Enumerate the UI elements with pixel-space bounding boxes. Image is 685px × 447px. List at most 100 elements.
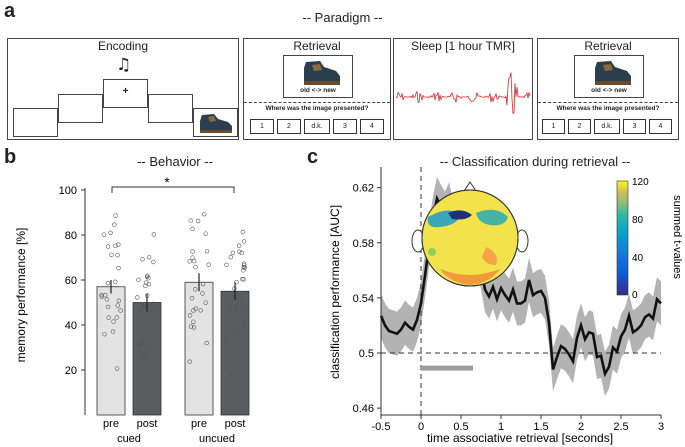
option-4: 4: [360, 119, 384, 134]
participant-dot: [228, 254, 234, 260]
old-new-label: old <-> new: [591, 87, 627, 94]
x-tick-label: 1.5: [533, 421, 548, 433]
significance-bracket: [111, 186, 235, 193]
participant-dot: [112, 222, 117, 227]
participant-dot: [203, 231, 208, 236]
participant-dot: [146, 254, 152, 260]
retrieval-screen-2: old <-> new: [574, 55, 644, 98]
participant-dot: [190, 226, 195, 231]
participant-dot: [203, 300, 208, 305]
screen-2: [58, 94, 103, 123]
participant-dot: [193, 287, 198, 292]
retrieval-title-1: Retrieval: [293, 39, 341, 53]
group-label-uncued: uncued: [199, 433, 235, 445]
participant-dot: [188, 324, 194, 329]
participant-dot: [141, 354, 146, 360]
colorbar-tick-0: 0: [632, 290, 638, 301]
participant-dot: [202, 211, 207, 217]
xlabel-cued-post: post: [137, 418, 158, 430]
option-2: 2: [277, 119, 301, 134]
participant-dot: [187, 259, 192, 264]
participant-dot: [113, 279, 118, 285]
participant-dot: [238, 291, 243, 296]
encoding-title: Encoding: [97, 39, 149, 53]
option-2: 2: [568, 119, 591, 134]
option-1: 1: [250, 119, 274, 134]
participant-dot: [191, 319, 196, 324]
participant-dot: [198, 308, 203, 313]
colorbar-tick-80: 80: [632, 215, 644, 226]
y-tick-label: 0.46: [353, 403, 374, 415]
participant-dot: [111, 319, 116, 324]
participant-dot: [151, 309, 156, 314]
participant-dot: [206, 262, 211, 267]
participant-dot: [239, 250, 244, 256]
participant-dot: [146, 281, 152, 287]
classification-xlabel: time associative retrieval [seconds]: [427, 431, 613, 445]
participant-dot: [113, 213, 118, 218]
participant-dot: [114, 315, 119, 320]
bar-cued-pre: [96, 286, 126, 416]
shoe-image: [200, 114, 232, 133]
shoe-image: [304, 61, 340, 85]
classification-ylabel: classification performance [AUC]: [328, 205, 342, 379]
option-1: 1: [542, 119, 565, 134]
topoplot: [411, 181, 529, 287]
x-tick-label: -0.5: [372, 421, 391, 433]
participant-dot: [105, 244, 111, 249]
y-tick-label: 60: [65, 275, 77, 287]
screen-1: [13, 108, 58, 137]
dashed-divider: [538, 102, 678, 103]
participant-dot: [232, 286, 237, 291]
participant-dot: [139, 340, 144, 345]
participant-dot: [191, 325, 197, 330]
y-tick-label: 80: [65, 230, 77, 242]
behavior-ylabel: memory performance [%]: [14, 228, 28, 363]
xlabel-uncued-post: post: [225, 418, 246, 430]
participant-dot: [99, 292, 104, 298]
participant-dot: [136, 277, 141, 283]
group-label-cued: cued: [117, 433, 141, 445]
bar-uncued-pre: [184, 281, 214, 416]
participant-dot: [230, 250, 236, 255]
participant-dot: [105, 280, 111, 286]
participant-dot: [151, 259, 156, 265]
y-tick-label: 40: [65, 320, 77, 332]
location-question: Where was the image presented?: [556, 105, 660, 112]
participant-dot: [204, 340, 209, 346]
participant-dot: [193, 306, 199, 311]
participant-dot: [118, 308, 123, 313]
participant-dot: [237, 249, 242, 254]
participant-dot: [151, 232, 157, 237]
option-dk: d.k.: [594, 119, 620, 134]
y-tick-label: 0.62: [353, 183, 374, 195]
participant-dot: [188, 218, 193, 223]
participant-dot: [138, 350, 144, 356]
participant-dot: [115, 252, 120, 258]
participant-dot: [116, 298, 122, 304]
participant-dot: [150, 301, 156, 307]
eeg-trace: [395, 72, 531, 115]
participant-dot: [143, 350, 148, 355]
option-3: 3: [623, 119, 646, 134]
x-tick-label: 2.5: [613, 421, 628, 433]
participant-dot: [190, 249, 195, 254]
screen-5: [193, 108, 238, 137]
participant-dot: [104, 297, 110, 302]
participant-dot: [154, 305, 159, 311]
location-question: Where was the image presented?: [265, 105, 369, 112]
classification-title: -- Classification during retrieval --: [439, 154, 631, 169]
participant-dot: [149, 372, 154, 377]
participant-dot: [101, 232, 107, 237]
participant-dot: [240, 229, 245, 235]
option-dk: d.k.: [304, 119, 330, 134]
participant-dot: [224, 262, 229, 268]
screen-4: [148, 94, 193, 123]
music-note-icon: ♫: [116, 55, 132, 75]
participant-dot: [191, 258, 197, 264]
participant-dot: [241, 265, 246, 270]
participant-dot: [187, 359, 192, 364]
participant-dot: [200, 281, 206, 287]
sleep-box: Sleep [1 hour TMR]: [393, 38, 533, 140]
x-tick-label: 3: [658, 421, 664, 433]
